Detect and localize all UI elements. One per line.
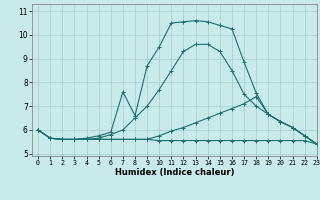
X-axis label: Humidex (Indice chaleur): Humidex (Indice chaleur) — [115, 168, 234, 177]
